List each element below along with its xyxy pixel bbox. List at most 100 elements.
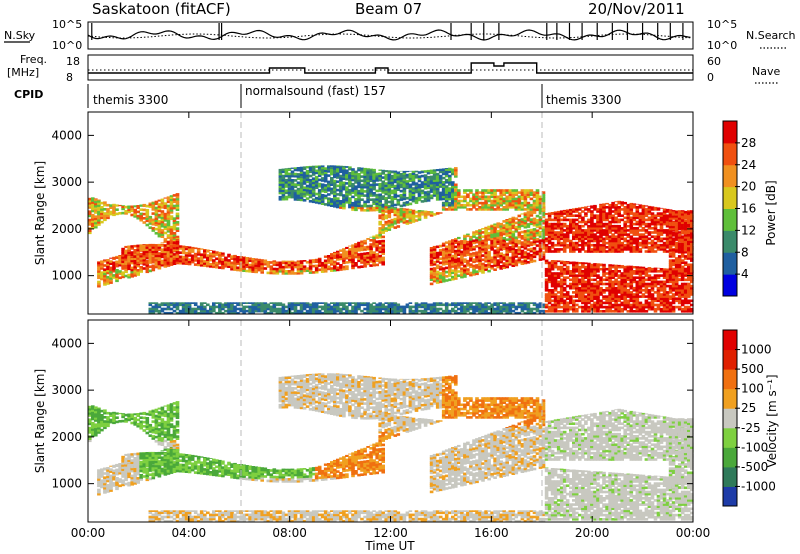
- heatmap-cell: [396, 225, 401, 228]
- heatmap-cell: [508, 309, 513, 313]
- heatmap-cell: [544, 229, 549, 232]
- heatmap-cell: [617, 233, 621, 236]
- heatmap-cell: [381, 211, 385, 214]
- heatmap-cell: [463, 302, 467, 304]
- heatmap-cell: [290, 302, 295, 304]
- heatmap-cell: [133, 269, 137, 273]
- heatmap-cell: [463, 191, 467, 194]
- heatmap-cell: [562, 235, 567, 238]
- heatmap-cell: [178, 257, 183, 261]
- heatmap-cell: [369, 239, 373, 242]
- heatmap-cell: [260, 262, 264, 266]
- heatmap-cell: [345, 186, 349, 189]
- heatmap-cell: [444, 197, 449, 201]
- heatmap-cell: [91, 218, 95, 221]
- heatmap-cell: [526, 212, 531, 216]
- heatmap-cell: [333, 188, 337, 191]
- heatmap-cell: [514, 191, 519, 194]
- heatmap-cell: [493, 243, 497, 246]
- heatmap-cell: [429, 211, 434, 213]
- heatmap-cell: [454, 254, 458, 257]
- heatmap-cell: [523, 303, 528, 307]
- heatmap-cell: [420, 181, 425, 184]
- heatmap-cell: [508, 233, 513, 237]
- heatmap-cell: [520, 201, 525, 205]
- heatmap-cell: [514, 249, 519, 252]
- heatmap-cell: [163, 231, 168, 235]
- heatmap-cell: [544, 303, 549, 307]
- freq-line: [88, 62, 693, 74]
- heatmap-cell: [556, 218, 561, 222]
- heatmap-cell: [499, 256, 503, 260]
- heatmap-cell: [320, 266, 325, 269]
- heatmap-cell: [602, 301, 606, 305]
- heatmap-cell: [569, 239, 573, 243]
- heatmap-cell: [429, 181, 434, 185]
- heatmap-cell: [463, 268, 467, 272]
- heatmap-cell: [345, 173, 349, 177]
- heatmap-cell: [305, 261, 310, 264]
- heatmap-cell: [593, 310, 597, 313]
- heatmap-cell: [302, 173, 307, 177]
- heatmap-cell: [460, 302, 464, 304]
- heatmap-cell: [538, 231, 543, 234]
- heatmap-cell: [584, 307, 588, 311]
- heatmap-cell: [302, 302, 307, 304]
- heatmap-cell: [254, 302, 258, 304]
- heatmap-cell: [330, 168, 334, 172]
- heatmap-cell: [118, 257, 122, 261]
- heatmap-cell: [520, 220, 525, 223]
- heatmap-cell: [360, 208, 364, 212]
- heatmap-cell: [363, 307, 367, 311]
- heatmap-cell: [299, 265, 304, 269]
- heatmap-cell: [366, 254, 370, 257]
- heatmap-cell: [369, 179, 373, 183]
- heatmap-cell: [251, 307, 255, 311]
- heatmap-cell: [429, 263, 434, 267]
- heatmap-cell: [451, 197, 455, 201]
- heatmap-cell: [532, 208, 537, 211]
- heatmap-cell: [481, 197, 485, 201]
- heatmap-cell: [166, 211, 171, 214]
- heatmap-cell: [547, 261, 552, 265]
- heatmap-cell: [381, 213, 385, 217]
- heatmap-cell: [626, 241, 631, 245]
- heatmap-cell: [393, 172, 398, 175]
- heatmap-cell: [402, 178, 407, 182]
- heatmap-cell: [593, 229, 597, 232]
- heatmap-cell: [435, 179, 440, 182]
- heatmap-cell: [293, 185, 298, 188]
- heatmap-cell: [463, 307, 467, 311]
- heatmap-cell: [330, 172, 334, 176]
- heatmap-cell: [372, 175, 376, 178]
- heatmap-cell: [559, 267, 564, 271]
- heatmap-cell: [538, 208, 543, 211]
- heatmap-cell: [559, 229, 564, 232]
- heatmap-cell: [590, 297, 594, 300]
- heatmap-cell: [175, 257, 180, 261]
- heatmap-cell: [517, 252, 522, 256]
- heatmap-cell: [145, 266, 150, 269]
- heatmap-cell: [160, 303, 165, 307]
- heatmap-cell: [175, 240, 180, 244]
- heatmap-cell: [632, 301, 637, 305]
- heatmap-cell: [611, 229, 615, 232]
- heatmap-cell: [623, 239, 627, 243]
- heatmap-cell: [351, 187, 355, 190]
- heatmap-cell: [617, 200, 621, 203]
- heatmap-cell: [109, 279, 113, 282]
- heatmap-cell: [308, 187, 313, 190]
- heatmap-cell: [457, 193, 461, 196]
- heatmap-cell: [266, 271, 271, 275]
- heatmap-cell: [414, 170, 419, 173]
- heatmap-cell: [565, 272, 570, 275]
- heatmap-cell: [553, 214, 558, 217]
- heatmap-cell: [605, 237, 609, 241]
- heatmap-cell: [236, 266, 240, 270]
- heatmap-cell: [472, 252, 476, 255]
- heatmap-cell: [614, 299, 618, 303]
- heatmap-cell: [209, 258, 213, 262]
- heatmap-cell: [187, 260, 192, 264]
- heatmap-cell: [302, 175, 307, 179]
- heatmap-cell: [617, 208, 621, 211]
